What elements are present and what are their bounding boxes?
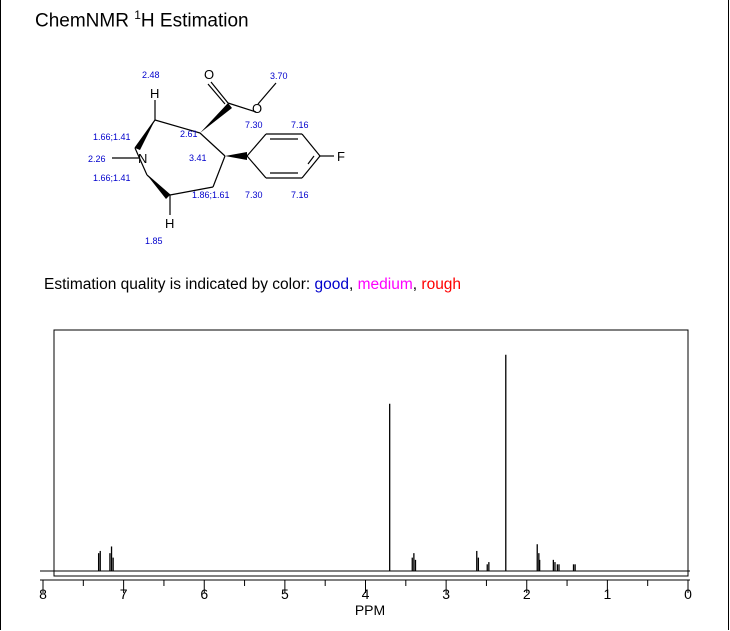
x-tick-label: 2: [523, 586, 531, 602]
atom-o-ester: O: [252, 101, 262, 116]
shift-h-top: 2.48: [142, 70, 160, 80]
legend-prefix: Estimation quality is indicated by color…: [44, 276, 315, 293]
shift-ch-ester: 2.61: [180, 129, 198, 139]
x-tick-label: 6: [200, 586, 208, 602]
atom-h-bottom: H: [165, 216, 174, 231]
atom-o-carbonyl: O: [204, 67, 214, 82]
shift-ch2-lower: 1.66;1.41: [93, 173, 131, 183]
quality-legend: Estimation quality is indicated by color…: [44, 276, 461, 294]
x-tick-label: 5: [281, 586, 289, 602]
x-tick-label: 4: [362, 586, 370, 602]
x-axis-label: PPM: [355, 602, 385, 618]
title-superscript: 1: [134, 8, 141, 22]
atom-fluorine: F: [337, 149, 345, 164]
shift-ar-top-left: 7.30: [245, 120, 263, 130]
shift-ch2-upper: 1.66;1.41: [93, 132, 131, 142]
x-tick-label: 3: [442, 586, 450, 602]
shift-h-bottom: 1.85: [145, 236, 163, 246]
x-tick-label: 7: [120, 586, 128, 602]
atom-h-top: H: [150, 86, 159, 101]
x-tick-label: 0: [684, 586, 692, 602]
shift-ar-bottom-right: 7.16: [291, 190, 309, 200]
x-tick-label: 8: [39, 586, 47, 602]
legend-medium: medium: [357, 276, 413, 293]
legend-good: good: [314, 276, 350, 293]
page-title: ChemNMR 1H Estimation: [35, 8, 249, 32]
shift-methyl: 3.70: [270, 71, 288, 81]
shift-n-methyl: 2.26: [88, 154, 106, 164]
plot-frame: [53, 329, 689, 577]
legend-rough: rough: [421, 276, 462, 293]
shift-ch2-ring: 1.86;1.61: [192, 190, 230, 200]
legend-sep: ,: [349, 276, 358, 293]
shift-ar-bottom-left: 7.30: [245, 190, 263, 200]
atom-nitrogen: N: [138, 151, 147, 166]
legend-sep: ,: [412, 276, 422, 293]
shift-ar-top-right: 7.16: [291, 120, 309, 130]
x-tick-label: 1: [603, 586, 611, 602]
shift-ch-aryl: 3.41: [189, 153, 207, 163]
